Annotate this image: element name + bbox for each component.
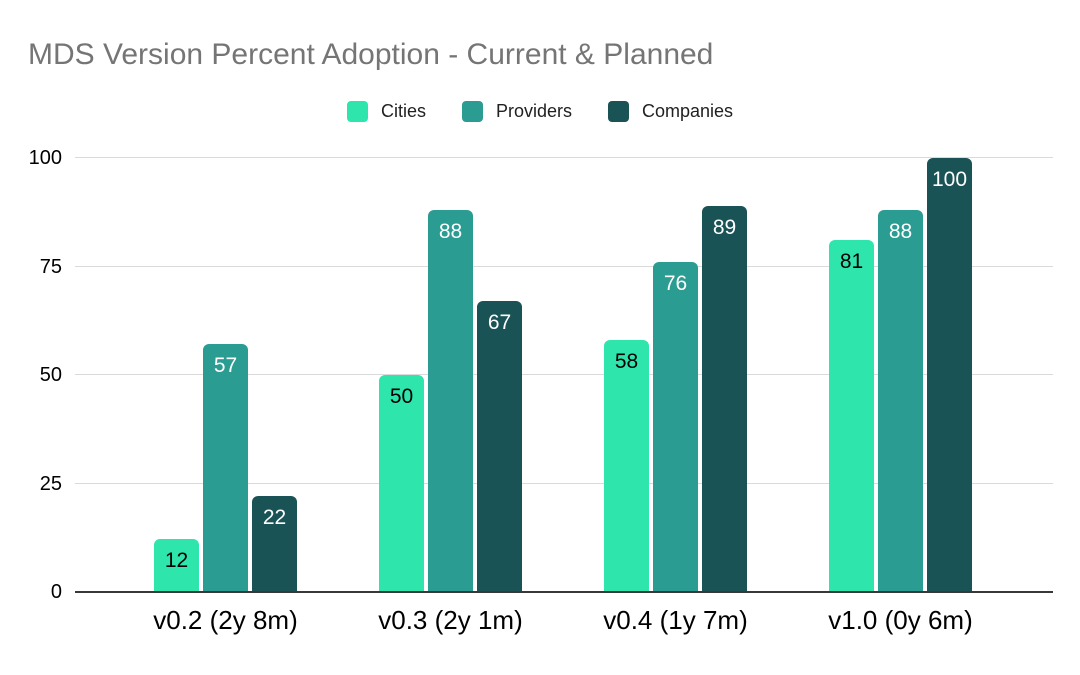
bar-cities-1: 12 (154, 539, 199, 591)
gridline-100 (75, 157, 1053, 158)
bar-providers-3: 76 (653, 261, 698, 591)
x-axis-labels: v0.2 (2y 8m) v0.3 (2y 1m) v0.4 (1y 7m) v1.0… (113, 605, 1013, 636)
legend-swatch-icon (608, 100, 629, 122)
bar-value-label: 22 (262, 505, 287, 529)
y-tick-label-0: 0 (50, 581, 62, 603)
y-tick-label-25: 25 (39, 472, 62, 495)
gridline-50 (75, 374, 1053, 375)
legend-label: Companies (642, 100, 734, 121)
bar-cities-4: 81 (829, 240, 874, 591)
bar-companies-4: 100 (927, 158, 972, 591)
bar-value-label: 50 (389, 384, 414, 408)
bar-providers-2: 88 (428, 209, 473, 591)
legend: Cities Providers Companies (0, 99, 1080, 123)
y-tick-label-50: 50 (39, 364, 62, 386)
bar-value-label: 57 (213, 354, 238, 378)
bar-companies-1: 22 (252, 495, 297, 591)
x-axis-label-4: v1.0 (0y 6m) (828, 605, 973, 635)
legend-label: Cities (380, 100, 426, 121)
bar-group-4: 81 88 100 (788, 158, 1013, 591)
legend-item-providers: Providers (461, 100, 572, 122)
x-axis-label-1: v0.2 (2y 8m) (153, 605, 298, 635)
bar-companies-3: 89 (702, 205, 747, 591)
bar-group-3: 58 76 89 (563, 158, 788, 591)
plot-area: 0 25 50 75 100 12 57 22 50 88 67 58 76 89 81 88 100 (29, 148, 1053, 602)
y-tick-label-100: 100 (28, 147, 62, 169)
bar-value-label: 100 (931, 168, 968, 191)
bar-companies-2: 67 (477, 300, 522, 591)
gridline-75 (75, 265, 1053, 267)
legend-swatch-icon (346, 100, 368, 122)
bar-providers-1: 57 (203, 344, 248, 591)
gridline-25 (75, 482, 1053, 484)
bar-value-label: 81 (839, 250, 864, 274)
bar-value-label: 76 (663, 271, 688, 295)
x-axis-label-3: v0.4 (1y 7m) (603, 605, 748, 635)
legend-swatch-icon (461, 100, 483, 122)
bar-cities-3: 58 (604, 339, 649, 591)
bar-group-2: 50 88 67 (338, 158, 563, 591)
bar-value-label: 67 (487, 310, 512, 334)
legend-label: Providers (495, 100, 572, 121)
y-tick-label-75: 75 (39, 255, 62, 278)
bar-value-label: 89 (712, 215, 737, 239)
bar-cities-2: 50 (379, 374, 424, 591)
bar-value-label: 88 (438, 219, 463, 243)
x-axis-label-2: v0.3 (2y 1m) (378, 605, 523, 635)
legend-item-cities: Cities (346, 100, 426, 122)
bars-area: 12 57 22 50 88 67 58 76 89 81 88 100 (113, 158, 1013, 591)
bar-value-label: 12 (164, 549, 189, 573)
chart-title: MDS Version Percent Adoption - Current &… (28, 38, 714, 71)
bar-providers-4: 88 (878, 209, 923, 591)
bar-group-1: 12 57 22 (113, 158, 338, 591)
bar-value-label: 58 (614, 349, 639, 373)
x-axis-baseline (75, 591, 1053, 593)
bar-value-label: 88 (888, 219, 913, 243)
legend-item-companies: Companies (608, 100, 734, 122)
